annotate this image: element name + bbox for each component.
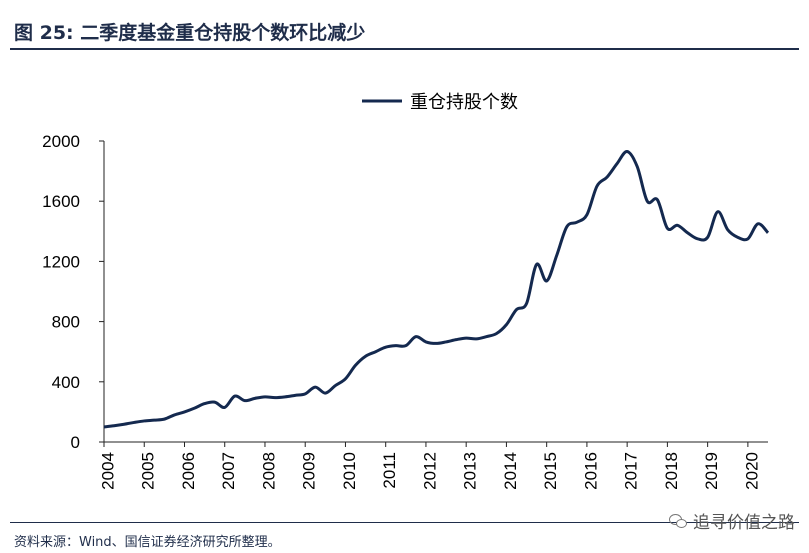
series-layer — [103, 150, 770, 429]
chart-legend: 重仓持股个数 — [362, 92, 518, 113]
watermark-text: 追寻价值之路 — [693, 513, 795, 533]
x-tick-label: 2008 — [259, 452, 278, 490]
legend-label: 重仓持股个数 — [410, 92, 518, 113]
x-tick-label: 2013 — [461, 452, 480, 490]
x-tick-label: 2010 — [340, 452, 359, 490]
watermark: 追寻价值之路 — [669, 508, 795, 533]
title-divider — [10, 48, 799, 50]
y-axis-ticks: 0 400 800 1200 1600 2000 — [42, 132, 104, 452]
x-tick-label: 2005 — [139, 452, 158, 490]
y-tick-label: 2000 — [42, 132, 80, 151]
x-tick-label: 2020 — [742, 452, 761, 490]
chart-axes — [103, 141, 768, 443]
x-tick-label: 2016 — [581, 452, 600, 490]
source-note: 资料来源：Wind、国信证券经济研究所整理。 — [14, 535, 281, 550]
x-tick-label: 2011 — [380, 452, 399, 489]
footer-divider — [10, 522, 799, 523]
x-tick-label: 2004 — [98, 452, 117, 490]
y-tick-label: 1200 — [42, 252, 80, 271]
y-tick-label: 400 — [52, 373, 80, 392]
y-tick-label: 1600 — [42, 192, 80, 211]
x-tick-label: 2006 — [179, 452, 198, 490]
y-tick-label: 0 — [71, 433, 80, 452]
x-tick-label: 2012 — [420, 452, 439, 490]
x-tick-label: 2018 — [662, 452, 681, 490]
x-tick-label: 2019 — [702, 452, 721, 490]
wechat-icon — [669, 513, 687, 529]
series-line — [103, 150, 770, 429]
figure-title: 图 25: 二季度基金重仓持股个数环比减少 — [14, 22, 366, 44]
x-axis-ticks: 2004 2005 2006 2007 2008 2009 2010 2011 2012 2013… — [98, 442, 761, 490]
x-tick-label: 2017 — [622, 452, 641, 490]
x-tick-label: 2007 — [219, 452, 238, 490]
x-tick-label: 2009 — [300, 452, 319, 490]
x-tick-label: 2014 — [501, 452, 520, 490]
y-tick-label: 800 — [52, 313, 80, 332]
x-tick-label: 2015 — [541, 452, 560, 490]
